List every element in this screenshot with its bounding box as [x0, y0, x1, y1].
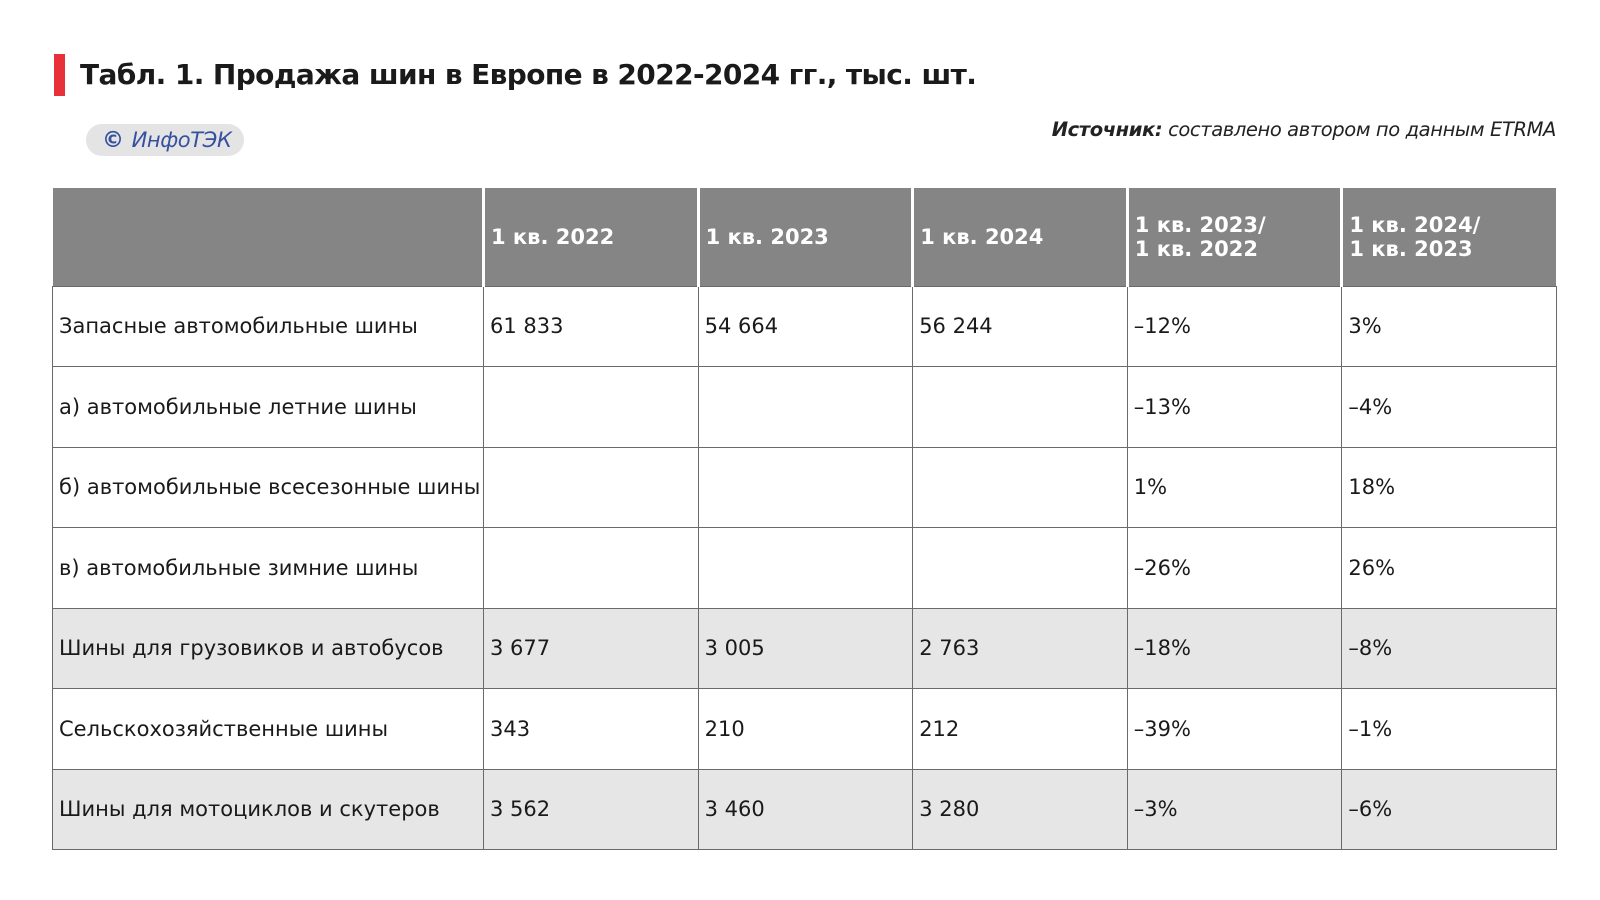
- copyright-icon: ©: [102, 127, 124, 153]
- table-row: Шины для грузовиков и автобусов 3 677 3 00…: [52, 607, 1557, 689]
- value-cell: 26%: [1341, 527, 1557, 609]
- header-cell-change-2023-2022: 1 кв. 2023/ 1 кв. 2022: [1125, 188, 1342, 286]
- value-cell: 3 677: [483, 607, 699, 689]
- source-note: Источник: составлено автором по данным E…: [1051, 118, 1557, 141]
- row-label-cell: Сельскохозяйственные шины: [52, 688, 484, 770]
- value-cell: –12%: [1126, 285, 1343, 367]
- header-cell-q1-2023: 1 кв. 2023: [696, 188, 913, 286]
- value-cell: 212: [912, 688, 1128, 770]
- row-label-cell: Запасные автомобильные шины: [52, 285, 484, 367]
- value-cell: –39%: [1126, 688, 1343, 770]
- value-cell: –18%: [1126, 607, 1343, 689]
- table-row: б) автомобильные всесезонные шины 1% 18%: [52, 446, 1557, 528]
- value-cell: 3%: [1341, 285, 1557, 367]
- badge-label: ИнфоТЭК: [131, 128, 232, 152]
- row-label-cell: б) автомобильные всесезонные шины: [52, 446, 484, 528]
- value-cell: [912, 446, 1128, 528]
- value-cell: [697, 366, 914, 448]
- table-row: Запасные автомобильные шины 61 833 54 664 5…: [52, 285, 1557, 367]
- header-line: 1 кв. 2022: [1134, 236, 1258, 261]
- source-label: Источник:: [1051, 118, 1163, 141]
- header-line: 1 кв. 2023/: [1134, 212, 1266, 237]
- value-cell: 61 833: [483, 285, 699, 367]
- value-cell: –1%: [1341, 688, 1557, 770]
- table-row: Шины для мотоциклов и скутеров 3 562 3 460…: [52, 768, 1557, 850]
- value-cell: [912, 527, 1128, 609]
- value-cell: 343: [483, 688, 699, 770]
- header-line: 1 кв. 2023: [1349, 236, 1473, 261]
- value-cell: [912, 366, 1128, 448]
- value-cell: [483, 527, 699, 609]
- value-cell: 3 460: [697, 768, 914, 850]
- title-accent-bar: [54, 54, 65, 96]
- value-cell: 18%: [1341, 446, 1557, 528]
- value-cell: 210: [697, 688, 914, 770]
- header-row: 1 кв. 2022 1 кв. 2023 1 кв. 2024 1 кв. 2…: [52, 188, 1557, 286]
- value-cell: 3 005: [697, 607, 914, 689]
- infotek-badge: © ИнфоТЭК: [86, 124, 244, 156]
- row-label-cell: в) автомобильные зимние шины: [52, 527, 484, 609]
- header-cell-q1-2022: 1 кв. 2022: [482, 188, 699, 286]
- header-cell-change-2024-2023: 1 кв. 2024/ 1 кв. 2023: [1340, 188, 1557, 286]
- value-cell: [483, 366, 699, 448]
- value-cell: 3 280: [912, 768, 1128, 850]
- table-body: Запасные автомобильные шины 61 833 54 664 5…: [52, 285, 1557, 850]
- value-cell: –3%: [1126, 768, 1343, 850]
- row-label-cell: а) автомобильные летние шины: [52, 366, 484, 448]
- table-header: 1 кв. 2022 1 кв. 2023 1 кв. 2024 1 кв. 2…: [52, 188, 1557, 286]
- value-cell: –6%: [1341, 768, 1557, 850]
- header-cell-category: [52, 188, 484, 286]
- source-text: составлено автором по данным ETRMA: [1162, 118, 1556, 141]
- table-row: Сельскохозяйственные шины 343 210 212 –39% –1…: [52, 688, 1557, 770]
- table-title: Табл. 1. Продажа шин в Европе в 2022-202…: [80, 58, 977, 91]
- value-cell: 1%: [1126, 446, 1343, 528]
- value-cell: 56 244: [912, 285, 1128, 367]
- sales-table: 1 кв. 2022 1 кв. 2023 1 кв. 2024 1 кв. 2…: [52, 188, 1557, 850]
- table-row: в) автомобильные зимние шины –26% 26%: [52, 527, 1557, 609]
- value-cell: –13%: [1126, 366, 1343, 448]
- row-label-cell: Шины для мотоциклов и скутеров: [52, 768, 484, 850]
- value-cell: [697, 446, 914, 528]
- value-cell: [483, 446, 699, 528]
- value-cell: –4%: [1341, 366, 1557, 448]
- value-cell: –8%: [1341, 607, 1557, 689]
- value-cell: 3 562: [483, 768, 699, 850]
- header-cell-q1-2024: 1 кв. 2024: [911, 188, 1128, 286]
- row-label-cell: Шины для грузовиков и автобусов: [52, 607, 484, 689]
- value-cell: [697, 527, 914, 609]
- value-cell: 54 664: [697, 285, 914, 367]
- value-cell: –26%: [1126, 527, 1343, 609]
- table-row: а) автомобильные летние шины –13% –4%: [52, 366, 1557, 448]
- value-cell: 2 763: [912, 607, 1128, 689]
- header-line: 1 кв. 2024/: [1349, 212, 1481, 237]
